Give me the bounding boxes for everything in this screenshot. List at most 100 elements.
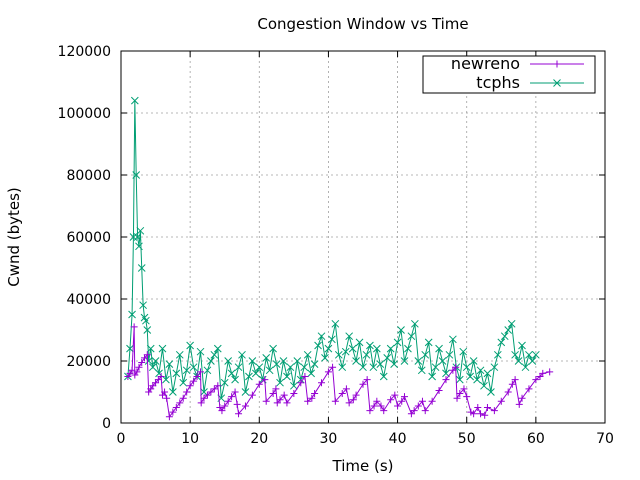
tick-layer: 0 10 20 30 40 50 60 70 0 20000 40000 60000 80000 1000… xyxy=(58,44,614,447)
data-point-tcphs xyxy=(338,363,347,372)
series-layer xyxy=(124,96,554,421)
data-point-tcphs xyxy=(303,350,312,359)
data-point-tcphs xyxy=(369,363,378,372)
data-point-tcphs xyxy=(431,363,440,372)
data-point-newreno xyxy=(377,402,385,410)
data-point-tcphs xyxy=(341,347,350,356)
data-point-newreno xyxy=(283,399,291,407)
data-point-tcphs xyxy=(500,332,509,341)
data-point-tcphs xyxy=(255,363,264,372)
data-point-tcphs xyxy=(135,242,143,251)
data-point-newreno xyxy=(342,385,350,393)
data-point-newreno xyxy=(366,407,374,415)
data-point-tcphs xyxy=(321,354,329,362)
legend-marker-newreno xyxy=(553,60,561,68)
data-point-newreno xyxy=(442,376,450,384)
data-point-newreno xyxy=(161,388,169,396)
series-tcphs xyxy=(124,96,540,403)
data-point-newreno xyxy=(410,407,418,415)
data-point-newreno xyxy=(456,390,464,398)
data-point-newreno xyxy=(352,391,360,399)
data-point-tcphs xyxy=(286,363,295,372)
data-point-tcphs xyxy=(459,347,468,356)
data-point-tcphs xyxy=(352,357,360,365)
legend: newreno tcphs xyxy=(422,54,596,94)
data-point-tcphs xyxy=(417,366,426,375)
data-point-tcphs xyxy=(521,363,530,372)
data-point-newreno xyxy=(515,400,523,408)
data-point-tcphs xyxy=(251,369,260,378)
data-point-newreno xyxy=(207,388,215,396)
data-point-tcphs xyxy=(331,319,340,328)
data-point-newreno xyxy=(276,396,284,404)
data-point-newreno xyxy=(373,397,381,405)
data-point-tcphs xyxy=(179,378,188,387)
x-tick-label: 20 xyxy=(250,431,268,447)
data-point-tcphs xyxy=(172,369,181,378)
data-point-newreno xyxy=(272,385,280,393)
y-tick-label: 60000 xyxy=(66,230,111,246)
data-point-newreno xyxy=(525,385,533,393)
data-point-newreno xyxy=(414,402,422,410)
data-point-newreno xyxy=(418,397,426,405)
data-point-tcphs xyxy=(231,375,239,384)
data-point-newreno xyxy=(318,379,326,387)
data-point-newreno xyxy=(349,396,357,404)
y-tick-label: 20000 xyxy=(66,354,111,370)
y-tick-label: 100000 xyxy=(58,106,111,122)
data-point-tcphs xyxy=(310,360,319,368)
data-point-tcphs xyxy=(532,350,540,359)
series-newreno xyxy=(124,323,554,421)
x-axis-title: Time (s) xyxy=(332,457,394,475)
data-point-newreno xyxy=(224,397,232,405)
data-point-newreno xyxy=(463,393,471,401)
data-point-newreno xyxy=(483,404,491,411)
data-point-newreno xyxy=(324,368,332,376)
data-point-newreno xyxy=(539,369,547,377)
x-tick-label: 30 xyxy=(320,431,338,447)
data-point-tcphs xyxy=(293,357,302,365)
series-line-tcphs xyxy=(127,100,537,399)
data-point-newreno xyxy=(311,390,319,398)
data-point-newreno xyxy=(210,385,218,393)
data-point-tcphs xyxy=(372,344,381,353)
data-point-tcphs xyxy=(189,363,198,372)
data-point-tcphs xyxy=(175,350,184,359)
data-point-newreno xyxy=(363,376,371,384)
data-point-tcphs xyxy=(272,360,281,368)
data-point-tcphs xyxy=(528,357,537,365)
data-point-tcphs xyxy=(466,372,475,381)
data-point-tcphs xyxy=(169,388,177,396)
data-point-tcphs xyxy=(137,264,146,272)
data-point-newreno xyxy=(370,402,378,410)
data-point-tcphs xyxy=(136,226,145,235)
data-point-tcphs xyxy=(279,357,288,365)
data-point-tcphs xyxy=(328,335,336,344)
data-point-tcphs xyxy=(345,332,354,341)
data-point-tcphs xyxy=(383,354,392,362)
data-point-tcphs xyxy=(144,357,153,365)
data-point-tcphs xyxy=(400,357,409,365)
data-point-tcphs xyxy=(276,378,284,387)
data-point-tcphs xyxy=(476,366,485,375)
data-point-tcphs xyxy=(227,369,236,378)
data-point-newreno xyxy=(241,402,249,410)
data-point-tcphs xyxy=(511,350,519,359)
data-point-tcphs xyxy=(366,341,374,350)
data-point-tcphs xyxy=(203,366,212,375)
x-tick-label: 40 xyxy=(389,431,407,447)
data-point-tcphs xyxy=(438,357,447,365)
data-point-tcphs xyxy=(248,357,257,365)
data-point-tcphs xyxy=(146,344,155,353)
data-point-tcphs xyxy=(220,378,229,387)
data-point-newreno xyxy=(546,368,554,376)
data-point-tcphs xyxy=(397,326,405,334)
data-point-newreno xyxy=(200,394,208,402)
data-point-newreno xyxy=(453,394,461,402)
data-point-newreno xyxy=(138,359,146,367)
data-point-tcphs xyxy=(487,388,495,396)
data-point-tcphs xyxy=(224,357,233,365)
data-point-tcphs xyxy=(504,326,513,334)
x-tick-label: 60 xyxy=(527,431,545,447)
data-point-newreno xyxy=(280,391,288,399)
